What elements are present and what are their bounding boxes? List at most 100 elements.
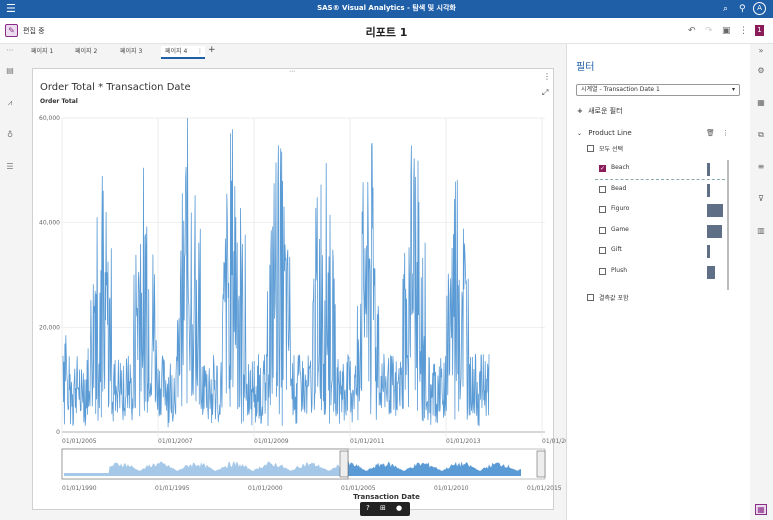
- checkbox[interactable]: [587, 145, 594, 152]
- report-title: 리포트 1: [365, 26, 408, 39]
- new-filter-label: 새로운 필터: [588, 107, 623, 115]
- data-icon[interactable]: ▤: [6, 66, 14, 75]
- filter-pane-title: 필터: [576, 62, 595, 73]
- notification-badge[interactable]: 1: [755, 25, 764, 36]
- comments-icon[interactable]: ▦: [755, 504, 767, 515]
- y-axis-label: Order Total: [40, 98, 78, 105]
- filter-more-icon[interactable]: ⋮: [722, 129, 729, 137]
- redo-icon[interactable]: ↷: [705, 26, 713, 36]
- checkbox[interactable]: ✓: [599, 165, 606, 172]
- filter-icon[interactable]: ⊽: [758, 194, 764, 203]
- select-all-label: 모두 선택: [599, 146, 623, 153]
- checkbox[interactable]: [599, 247, 606, 254]
- tab-page-1[interactable]: 페이지 1: [31, 48, 54, 55]
- drag-handle-icon[interactable]: ⋯: [289, 68, 295, 75]
- selection-divider: [595, 179, 725, 180]
- filter-item[interactable]: Gift: [599, 245, 744, 259]
- filter-frequency-bar: [707, 245, 710, 258]
- x-tick-label: 01/01/2005: [62, 438, 97, 445]
- tab-page-3[interactable]: 페이지 3: [120, 48, 143, 55]
- bottom-controls: ? ⊞ ●: [360, 502, 410, 516]
- collapse-right-icon[interactable]: »: [758, 46, 764, 55]
- filter-source-select[interactable]: 시계열 - Transaction Date 1 ▾: [576, 84, 740, 96]
- filter-item-label: Bead: [611, 184, 627, 192]
- checkbox[interactable]: [599, 185, 606, 193]
- filter-item[interactable]: ✓ Beach: [595, 163, 744, 180]
- tab-page-4[interactable]: 페이지 4 ⋮: [161, 46, 205, 59]
- chart-card[interactable]: [32, 68, 554, 510]
- suggestions-bulb-icon[interactable]: ♁: [7, 130, 13, 139]
- x-tick-label: 01/01/2013: [446, 438, 481, 445]
- select-all-checkbox[interactable]: 모두 선택: [587, 143, 732, 157]
- collapse-dots-icon[interactable]: ⋯: [6, 46, 14, 54]
- filter-list-scrollbar[interactable]: [727, 160, 729, 290]
- report-toolbar: ✎ 편집 중 리포트 1 ↶ ↷ ▣ ⋮ 1: [0, 18, 773, 44]
- rules-icon[interactable]: ≡: [757, 162, 765, 171]
- objects-chart-icon[interactable]: ⩘: [7, 98, 13, 107]
- overview-x-tick-label: 01/01/1995: [155, 485, 190, 492]
- x-tick-label: 01/01/2015: [542, 438, 577, 445]
- tab-page-4-label: 페이지 4: [165, 48, 188, 55]
- filter-frequency-bar: [707, 183, 710, 197]
- maximize-icon[interactable]: ⤢: [542, 88, 549, 97]
- overview-x-tick-label: 01/01/2005: [341, 485, 376, 492]
- checkbox[interactable]: [599, 206, 606, 213]
- checkbox[interactable]: [599, 267, 606, 275]
- plus-icon: +: [577, 107, 583, 115]
- overview-right-handle[interactable]: [536, 450, 546, 478]
- save-icon[interactable]: ▣: [722, 26, 731, 36]
- help-icon[interactable]: ?: [366, 504, 370, 512]
- edit-mode-button[interactable]: ✎: [5, 24, 18, 37]
- undo-icon[interactable]: ↶: [688, 26, 696, 36]
- comment-icon[interactable]: ●: [396, 504, 403, 512]
- filter-item[interactable]: Figuro: [599, 204, 744, 218]
- y-tick-label: 40,000: [39, 220, 60, 227]
- add-page-button[interactable]: +: [208, 45, 216, 55]
- include-missing-label: 결측값 포함: [599, 295, 629, 302]
- hamburger-icon[interactable]: ☰: [6, 2, 16, 15]
- more-icon[interactable]: ⋮: [739, 26, 748, 36]
- ranks-icon[interactable]: ▥: [757, 226, 765, 235]
- new-filter-button[interactable]: + 새로운 필터: [577, 106, 623, 116]
- y-tick-label: 20,000: [39, 324, 60, 331]
- x-tick-label: 01/01/2011: [350, 438, 385, 445]
- x-tick-label: 01/01/2009: [254, 438, 289, 445]
- filter-frequency-bar: [707, 163, 710, 176]
- overview-left-handle[interactable]: [339, 450, 349, 478]
- tab-more-icon[interactable]: ⋮: [197, 48, 203, 55]
- filter-frequency-bar: [707, 265, 715, 279]
- overview-x-tick-label: 01/01/2015: [527, 485, 562, 492]
- delete-icon[interactable]: 🗑: [706, 129, 715, 137]
- pin-icon[interactable]: ⚲: [739, 4, 746, 14]
- search-icon[interactable]: ⌕: [723, 4, 729, 14]
- outline-list-icon[interactable]: ☰: [6, 162, 14, 171]
- actions-icon[interactable]: ⧉: [758, 130, 764, 139]
- edit-mode-label: 편집 중: [23, 27, 45, 35]
- filter-item-label: Game: [611, 225, 629, 233]
- page-tabs: 페이지 1 페이지 2 페이지 3 페이지 4 ⋮ +: [20, 44, 566, 59]
- filter-item[interactable]: Game: [599, 224, 744, 239]
- data-roles-icon[interactable]: ⚙: [757, 66, 765, 75]
- avatar[interactable]: A: [753, 2, 766, 15]
- filter-group-header[interactable]: ⌄ Product Line: [577, 129, 632, 137]
- right-rail: » ⚙ ▦ ⧉ ≡ ⊽ ▥ ▦: [750, 44, 773, 520]
- chart-more-icon[interactable]: ⋮: [543, 72, 551, 81]
- filter-item[interactable]: Bead: [599, 183, 744, 198]
- filter-item[interactable]: Plush: [599, 265, 744, 280]
- tab-page-2[interactable]: 페이지 2: [75, 48, 98, 55]
- filter-frequency-bar: [707, 224, 723, 238]
- overview-series-area: [64, 461, 521, 476]
- app-title: SAS® Visual Analytics - 탐색 및 시각화: [317, 4, 456, 12]
- overview-selection-mask: [61, 448, 349, 480]
- checkbox[interactable]: [599, 226, 606, 234]
- filter-pane: [566, 44, 750, 520]
- x-tick-label: 01/01/2007: [158, 438, 193, 445]
- filter-item-label: Figuro: [611, 205, 630, 212]
- left-rail: ⋯ ▤ ⩘ ♁ ☰: [0, 44, 20, 520]
- grid-icon[interactable]: ⊞: [380, 504, 386, 512]
- checkbox[interactable]: [587, 294, 594, 301]
- options-icon[interactable]: ▦: [757, 98, 765, 107]
- include-missing-checkbox[interactable]: 결측값 포함: [587, 292, 732, 306]
- chevron-down-icon: ⌄: [577, 130, 583, 137]
